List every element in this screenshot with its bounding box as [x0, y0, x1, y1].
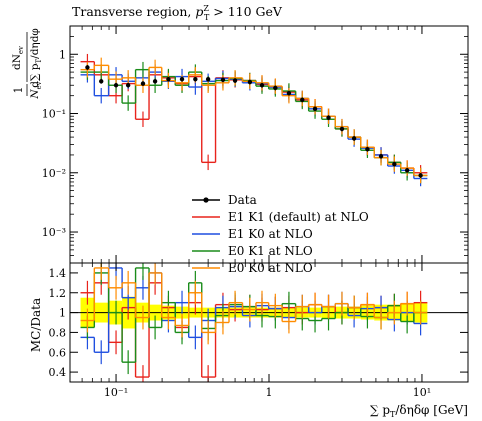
series-e1-k0-at-nlo: [80, 64, 428, 187]
x-tick-label: 1: [266, 386, 273, 399]
main-y-tick-label: 10⁻²: [42, 167, 66, 180]
series-data: [85, 64, 423, 178]
data-point: [273, 85, 278, 91]
series-e0-k1-at-nlo: [80, 61, 428, 184]
legend-label: E1 K1 (default) at NLO: [228, 210, 369, 224]
main-y-tick-label: 10⁻³: [42, 226, 66, 239]
svg-text:dNev: dNev: [11, 46, 25, 70]
legend: Data E1 K1 (default) at NLO E1 K0 at NLO E0…: [192, 193, 369, 275]
data-point: [351, 136, 357, 141]
data-point: [179, 76, 185, 82]
legend-label: Data: [228, 193, 257, 207]
data-point: [85, 65, 90, 70]
data-point: [247, 79, 253, 85]
ratio-y-tick-label: 1: [59, 307, 66, 320]
data-point: [365, 146, 370, 152]
data-point: [326, 115, 331, 120]
data-point: [392, 161, 397, 167]
data-point: [259, 83, 265, 88]
data-point: [378, 154, 384, 159]
data-point: [404, 168, 410, 173]
main-plot-panel: 10⁻³ 10⁻² 10⁻¹ 1: [42, 25, 469, 264]
series-e1-k1-default-at-nlo: [80, 270, 428, 382]
data-point: [193, 76, 198, 82]
x-tick-label: 10⁻¹: [104, 386, 128, 399]
ratio-y-tick-label: 0.8: [49, 326, 67, 339]
ratio-y-axis-label: MC/Data: [29, 298, 43, 352]
main-y-tick-label: 10⁻¹: [42, 108, 66, 121]
legend-label: E0 K0 at NLO: [228, 261, 313, 275]
x-axis-label: ∑ pT/δηδφ [GeV]: [370, 403, 468, 419]
data-point: [286, 91, 292, 96]
data-point: [232, 78, 238, 83]
data-point: [125, 83, 131, 88]
ratio-y-tick-label: 0.4: [49, 366, 67, 379]
data-point: [205, 76, 211, 82]
data-point: [339, 126, 345, 132]
data-point: [166, 76, 171, 82]
main-y-tick-label: 1: [59, 48, 66, 61]
svg-text:Nev: Nev: [29, 81, 43, 99]
ratio-y-tick-label: 0.6: [49, 346, 67, 359]
legend-marker: [203, 197, 209, 203]
data-point: [99, 79, 104, 84]
chart-title: Transverse region, pZ T > 110 GeV: [72, 4, 283, 22]
data-point: [140, 81, 146, 86]
data-point: [312, 106, 318, 112]
data-point: [418, 173, 423, 178]
data-point: [220, 77, 226, 83]
main-y-axis-label: 1 Nev dNev d∑ pT/dηdφ: [11, 28, 43, 99]
data-point: [300, 97, 305, 103]
ratio-y-tick-label: 1.2: [49, 287, 67, 300]
ratio-y-tick-label: 1.4: [49, 267, 67, 280]
data-point: [113, 83, 119, 88]
data-point: [152, 79, 158, 84]
svg-text:d∑ pT/dηdφ: d∑ pT/dηdφ: [29, 28, 43, 88]
ratio-plot-panel: 0.4 0.6 0.8 1 1.2 1.4 10⁻¹ 1 10¹: [49, 26, 469, 399]
legend-label: E0 K1 at NLO: [228, 244, 313, 258]
svg-text:1: 1: [12, 87, 25, 94]
series-e0-k0-at-nlo: [80, 57, 428, 184]
legend-label: E1 K0 at NLO: [228, 227, 313, 241]
series-e0-k0-at-nlo: [80, 263, 428, 345]
series-e1-k1-default-at-nlo: [80, 53, 428, 181]
x-tick-label: 10¹: [413, 386, 431, 399]
